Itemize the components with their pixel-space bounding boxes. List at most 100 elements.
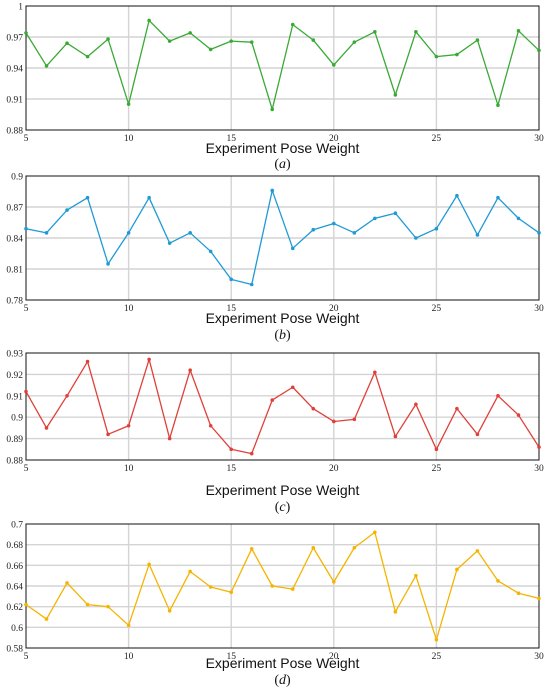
data-point <box>167 609 172 613</box>
data-point <box>434 447 439 452</box>
data-point <box>332 221 336 226</box>
y-tick-label: 0.7 <box>11 521 23 531</box>
y-tick-label: 0.91 <box>6 96 23 106</box>
x-tick-label: 5 <box>24 652 29 662</box>
data-point <box>44 231 49 235</box>
data-point <box>188 31 192 35</box>
data-point <box>290 587 295 591</box>
data-point <box>414 573 418 578</box>
x-tick-label: 20 <box>329 652 339 662</box>
data-point <box>537 596 541 601</box>
y-tick-label: 0.94 <box>6 65 23 75</box>
data-point <box>475 432 480 437</box>
data-point <box>393 610 398 614</box>
x-axis-label: Experiment Pose Weight <box>206 655 360 671</box>
subplot-caption: (c) <box>275 500 291 515</box>
data-point <box>352 545 357 550</box>
x-tick-label: 30 <box>534 652 544 662</box>
x-tick-label: 30 <box>534 464 544 474</box>
data-point <box>24 226 28 231</box>
data-point <box>249 282 254 287</box>
data-point <box>188 368 192 372</box>
data-point <box>126 231 131 235</box>
data-point <box>229 277 233 282</box>
y-tick-label: 0.87 <box>6 204 23 214</box>
x-axis-label: Experiment Pose Weight <box>206 482 360 498</box>
data-point <box>516 216 521 221</box>
x-axis-label: Experiment Pose Weight <box>206 140 360 156</box>
data-point <box>537 48 541 53</box>
data-point <box>455 193 459 198</box>
data-point <box>85 54 90 59</box>
y-tick-label: 0.9 <box>11 414 23 424</box>
data-point <box>85 359 90 364</box>
data-point <box>475 549 480 553</box>
data-point <box>126 102 131 106</box>
data-point <box>24 389 28 394</box>
x-tick-label: 15 <box>226 134 236 144</box>
data-point <box>85 195 90 200</box>
x-tick-label: 25 <box>432 304 442 314</box>
data-point <box>270 107 275 112</box>
data-point <box>249 547 254 551</box>
plot-frame <box>25 523 540 649</box>
x-tick-label: 20 <box>329 304 339 314</box>
x-tick-label: 20 <box>329 134 339 144</box>
data-point <box>167 436 172 441</box>
plot-frame <box>25 175 540 301</box>
x-tick-label: 30 <box>534 134 544 144</box>
data-point <box>373 370 377 375</box>
data-point <box>434 54 439 59</box>
data-point <box>167 241 172 245</box>
data-point <box>475 38 480 42</box>
data-point <box>332 63 336 67</box>
data-point <box>373 530 377 535</box>
data-point <box>516 29 521 33</box>
series-line <box>25 19 540 110</box>
data-point <box>496 103 500 107</box>
data-point <box>537 445 541 449</box>
x-axis-label: Experiment Pose Weight <box>206 310 360 326</box>
data-point <box>516 413 521 417</box>
data-point <box>332 580 336 584</box>
series-line <box>25 531 540 641</box>
data-point <box>65 581 69 585</box>
data-point <box>393 434 398 439</box>
data-point <box>147 357 151 362</box>
data-point <box>44 617 49 621</box>
data-point <box>126 423 131 428</box>
y-tick-label: 0.88 <box>6 457 23 467</box>
plot-frame <box>25 352 540 461</box>
data-point <box>290 385 295 390</box>
y-tick-label: 0.93 <box>6 350 23 360</box>
data-point <box>434 637 439 642</box>
data-point <box>311 545 316 550</box>
data-point <box>85 602 90 607</box>
data-point <box>147 562 151 567</box>
data-point <box>352 417 357 422</box>
x-tick-label: 5 <box>24 304 29 314</box>
data-point <box>455 567 459 572</box>
data-point <box>414 236 418 240</box>
x-tick-label: 10 <box>124 134 134 144</box>
y-tick-label: 0.92 <box>6 371 23 381</box>
x-tick-label: 10 <box>124 464 134 474</box>
x-tick-label: 20 <box>329 464 339 474</box>
y-tick-label: 1 <box>18 3 23 13</box>
y-tick-label: 0.66 <box>6 562 23 572</box>
data-point <box>249 451 254 456</box>
x-tick-label: 10 <box>124 652 134 662</box>
x-tick-label: 25 <box>432 134 442 144</box>
y-tick-label: 0.78 <box>6 297 23 307</box>
data-point <box>106 604 110 609</box>
data-point <box>496 195 500 200</box>
x-tick-label: 30 <box>534 304 544 314</box>
data-point <box>147 195 151 200</box>
data-point <box>414 30 418 34</box>
data-point <box>516 591 521 596</box>
y-tick-label: 0.6 <box>11 624 23 634</box>
data-point <box>270 584 275 588</box>
data-point <box>65 208 69 212</box>
y-tick-label: 0.97 <box>6 34 23 44</box>
